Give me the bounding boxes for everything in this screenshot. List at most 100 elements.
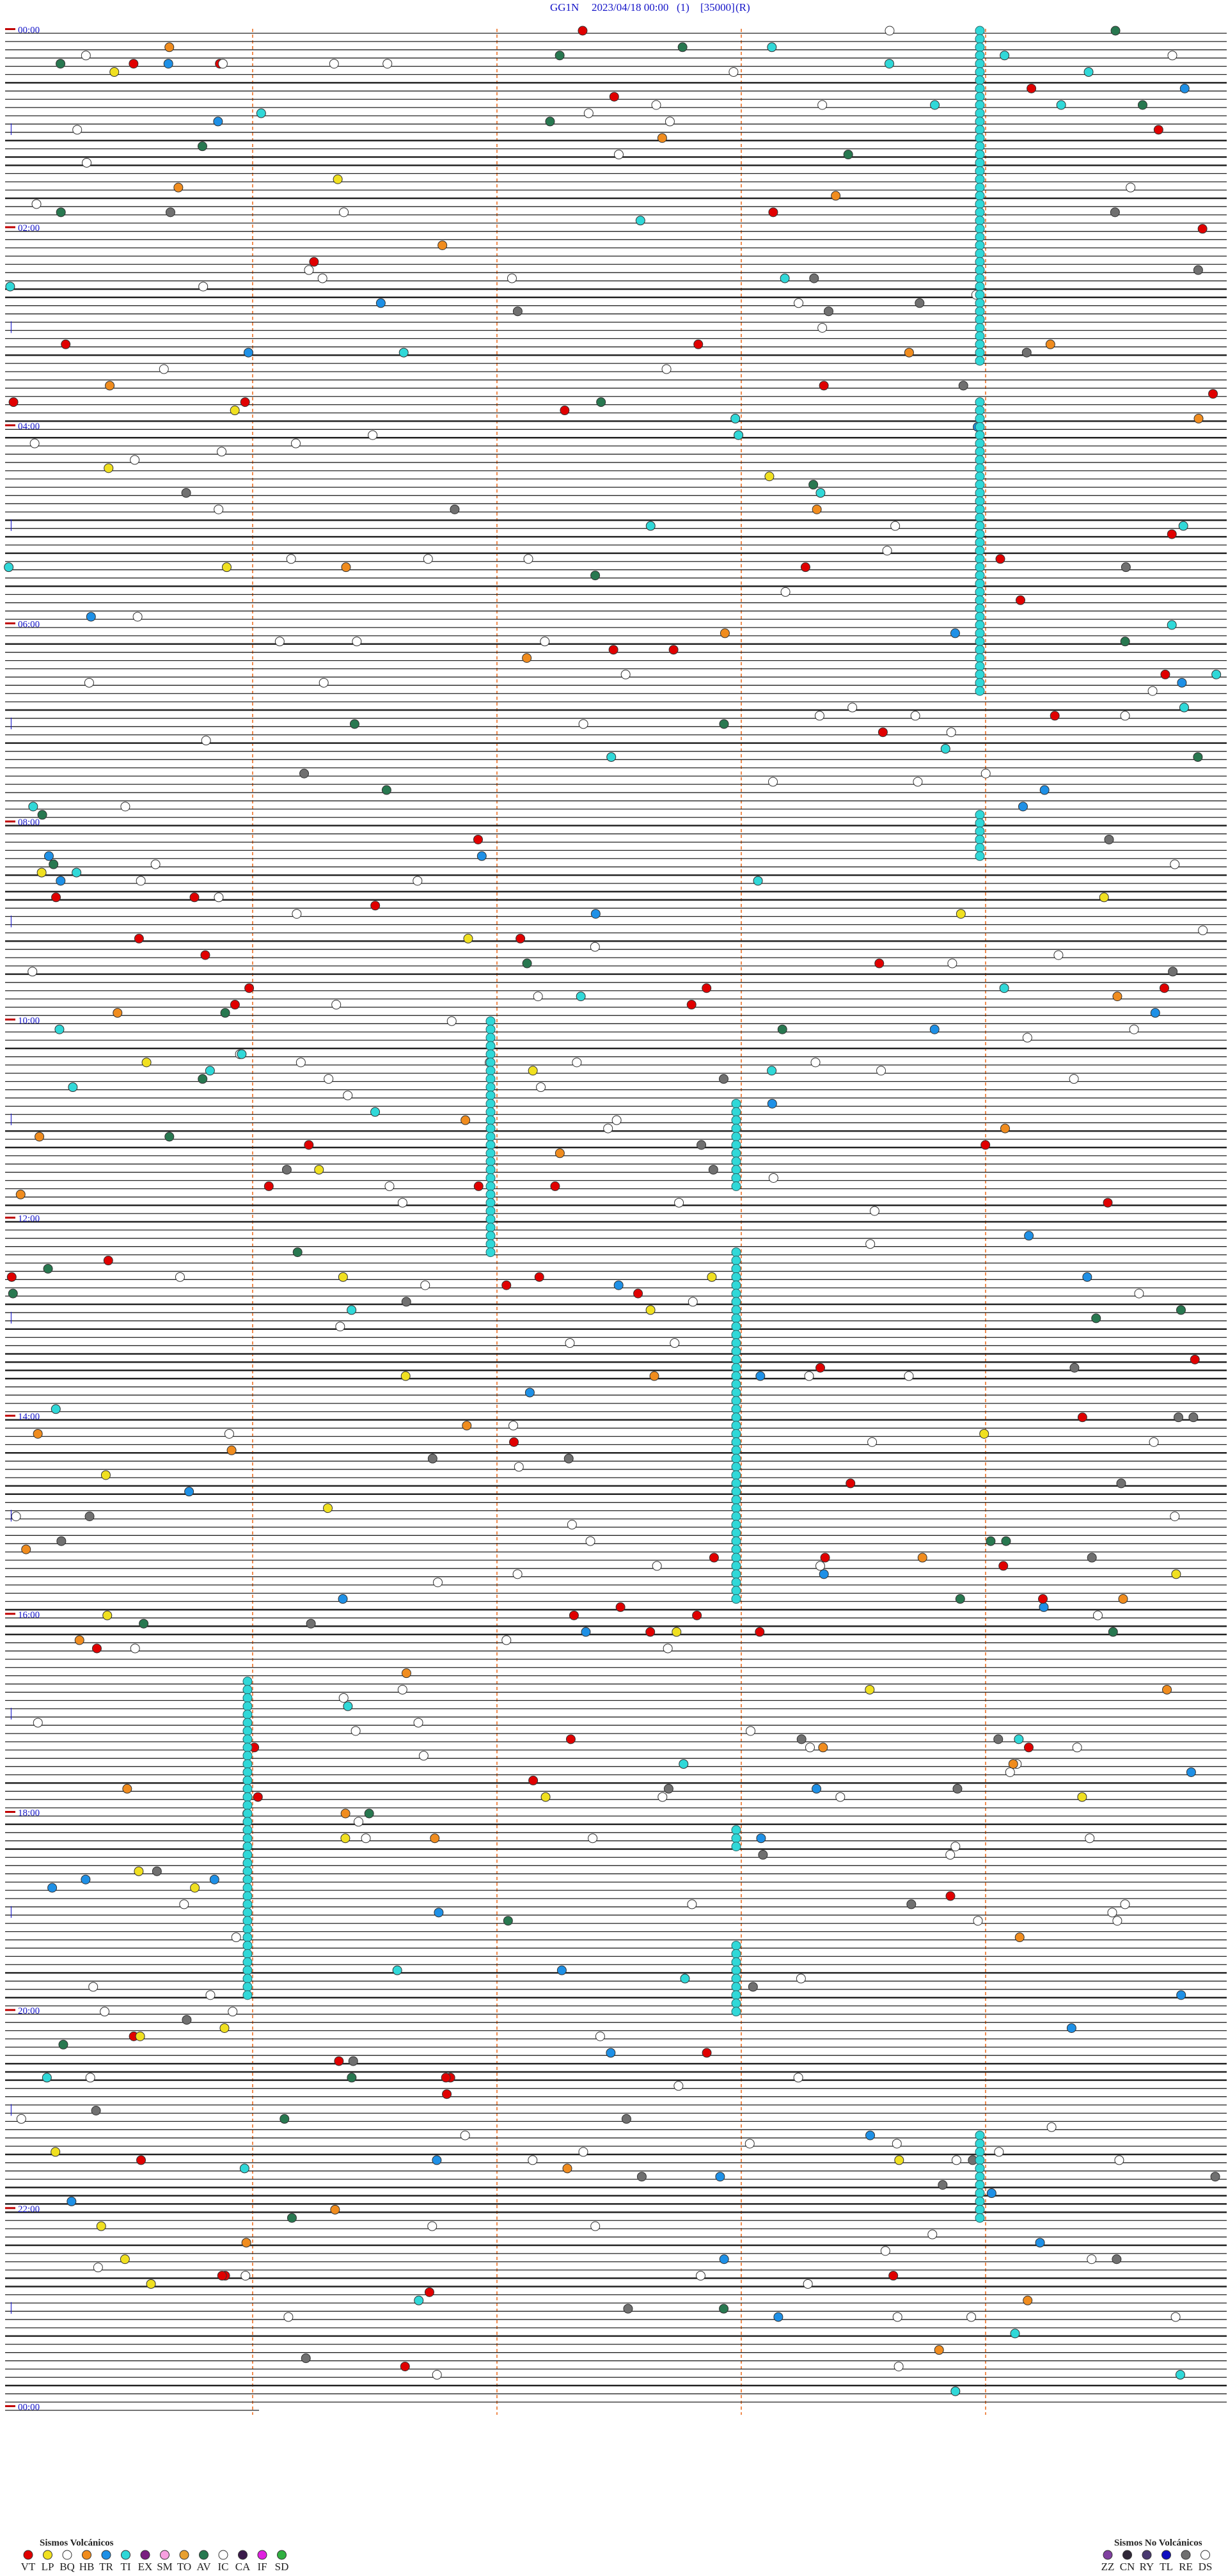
event [800,562,810,573]
event [578,26,588,36]
event [1112,992,1122,1002]
tremor-event [731,1115,741,1125]
event [129,59,139,69]
tremor-event [975,83,985,93]
event [758,1850,768,1860]
event [718,1074,728,1084]
time-label: 12:00 [18,1213,40,1224]
tremor-event [242,1858,253,1868]
tremor-event [975,2138,985,2149]
event [1162,1684,1172,1695]
event [109,67,120,77]
event [1114,2155,1124,2165]
event [319,677,329,688]
event [85,2073,95,2083]
tremor-event [485,1173,496,1183]
event [361,1833,371,1844]
event [338,1594,348,1604]
event [1085,1833,1095,1844]
hour-mark: │ [8,1510,15,1522]
event [343,1701,353,1711]
tremor-event [975,298,985,308]
event [130,455,140,465]
event [1188,1412,1199,1423]
event [460,1115,471,1125]
event [432,2155,442,2165]
tremor-event [975,141,985,152]
event [205,1990,216,2000]
tremor-event [731,1346,741,1356]
tremor-event [975,356,985,366]
tremor-event [731,1462,741,1472]
event [290,438,301,448]
tremor-event [975,504,985,514]
event [473,1181,484,1191]
event [753,876,763,886]
event [956,909,966,919]
event [702,983,712,993]
event [930,100,940,110]
event [528,2155,538,2165]
event [164,1132,175,1142]
event [67,2196,77,2206]
event [264,1181,274,1191]
event [904,1371,914,1381]
event [96,2221,106,2231]
event [1112,2254,1122,2264]
event [522,653,532,663]
event [329,59,339,69]
event [333,174,343,184]
event [198,281,209,292]
time-label: 08:00 [18,818,40,828]
event [512,1569,523,1579]
tremor-event [242,1932,253,1943]
tremor-event [242,1792,253,1802]
event [354,1817,364,1827]
event [950,2386,961,2396]
event [54,1024,65,1034]
event [165,207,175,217]
event [113,1007,123,1018]
event [892,2312,902,2322]
event [569,1610,579,1620]
event [993,1734,1004,1744]
event [397,1197,407,1208]
tremor-event [242,1677,253,1687]
event [620,669,631,679]
time-tick [5,1414,15,1417]
event [1104,834,1114,844]
event [809,273,819,283]
event [6,1272,17,1282]
event [1129,1024,1139,1034]
tremor-event [975,2204,985,2215]
tremor-event [975,166,985,176]
legend-label: RE [1179,2561,1193,2573]
tremor-event [731,1428,741,1439]
hour-mark: │ [8,915,15,928]
event [803,2279,813,2289]
event [120,802,130,812]
event [680,1973,690,1984]
tremor-event [975,108,985,118]
hour-mark: │ [8,321,15,333]
event [1112,1916,1122,1926]
event [550,1181,560,1191]
event [865,1684,875,1695]
legend-title: Sismos Volcánicos [40,2538,114,2548]
tremor-event [731,1561,741,1571]
event [434,1908,444,1918]
tremor-event [485,1024,496,1034]
event [677,42,688,52]
event [767,1066,777,1076]
event [1039,785,1050,795]
event [562,2163,572,2174]
event [1066,2023,1076,2033]
event [756,1833,766,1844]
tremor-event [975,620,985,630]
time-tick [5,2207,15,2209]
event [103,1256,113,1266]
tremor-event [975,430,985,440]
event [755,1371,766,1381]
event [730,413,741,423]
event [904,347,914,358]
